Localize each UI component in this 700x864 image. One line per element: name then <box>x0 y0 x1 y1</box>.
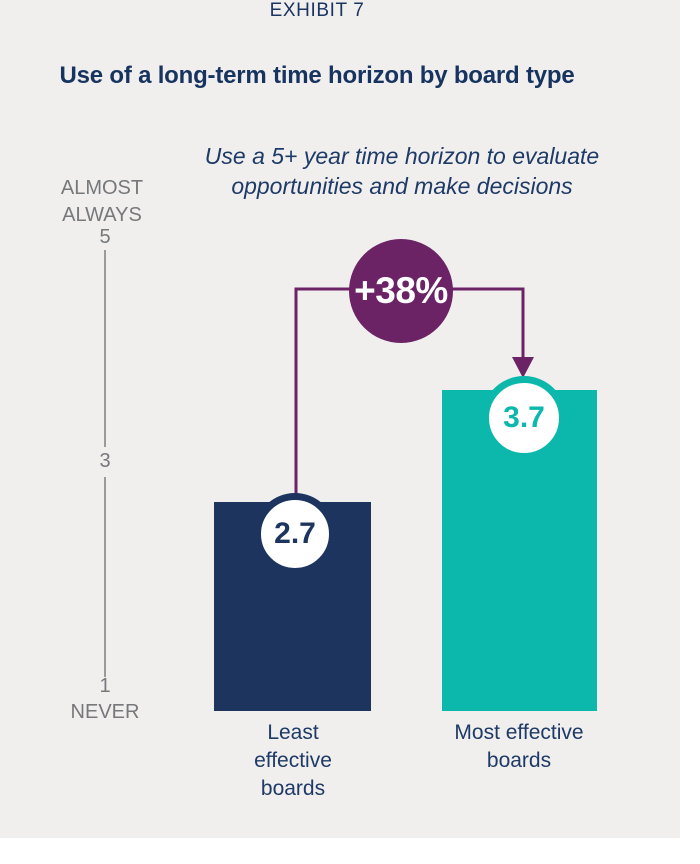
y-axis-tick-1: 1 <box>99 675 111 697</box>
y-axis-tick-3: 3 <box>99 450 111 472</box>
percent-change-label: +38% <box>354 270 448 311</box>
y-axis-top-label: ALMOST ALWAYS <box>60 177 144 226</box>
value-badge-most-effective: 3.7 <box>482 376 566 460</box>
y-axis-tick-5: 5 <box>99 226 111 248</box>
y-axis-line-upper <box>104 250 106 447</box>
bar-label-most-effective-boards: Most effective boards <box>454 721 584 772</box>
y-axis-bottom-label: NEVER <box>70 701 140 723</box>
value-label-least-effective: 2.7 <box>274 517 316 550</box>
value-label-most-effective: 3.7 <box>503 401 545 434</box>
y-axis-line-lower <box>104 477 106 677</box>
chart-panel: EXHIBIT 7 Use of a long-term time horizo… <box>0 0 680 838</box>
exhibit-label: EXHIBIT 7 <box>269 0 365 21</box>
bar-label-least-effective-boards: Least effective boards <box>254 721 332 800</box>
value-badge-least-effective: 2.7 <box>254 493 336 575</box>
chart-subtitle: Use a 5+ year time horizon to evaluate o… <box>204 143 600 199</box>
chart-title: Use of a long-term time horizon by board… <box>59 62 575 89</box>
percent-change-badge: +38% <box>349 239 453 343</box>
